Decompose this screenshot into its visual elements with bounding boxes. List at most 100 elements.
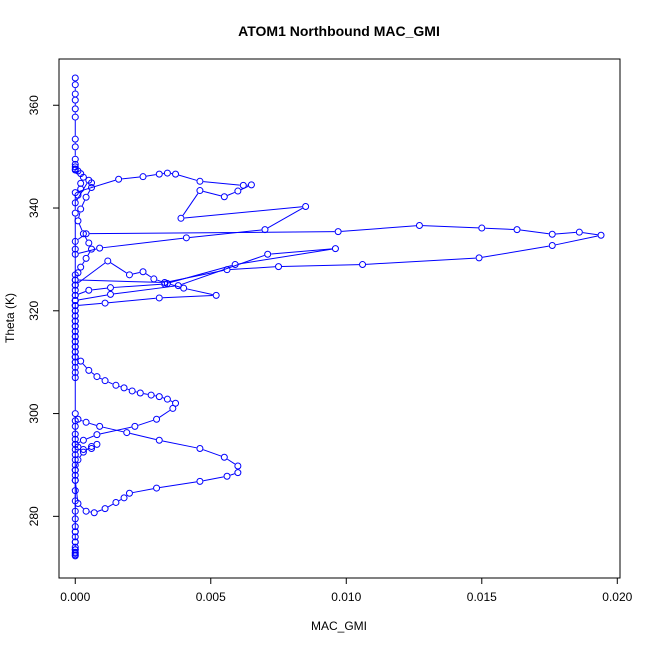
series-segment (145, 273, 152, 278)
series-segment (130, 432, 156, 440)
series-segment (75, 463, 78, 467)
data-point (475, 254, 483, 262)
data-point (71, 189, 79, 197)
data-point (264, 250, 272, 258)
data-point (71, 363, 79, 371)
data-point (302, 202, 310, 210)
data-point (77, 263, 85, 271)
data-point (71, 487, 79, 495)
series-segment (282, 264, 360, 268)
data-point (79, 446, 87, 454)
series-segment (366, 257, 476, 265)
data-point (74, 217, 82, 225)
data-point (71, 276, 79, 284)
data-point (74, 456, 82, 464)
series-segment (271, 248, 332, 255)
data-point (71, 237, 79, 245)
data-point (77, 185, 85, 193)
series-segment (189, 229, 262, 238)
data-point (234, 462, 242, 470)
data-point (478, 224, 486, 232)
data-point (155, 170, 163, 178)
data-point (82, 254, 90, 262)
series-segment (89, 231, 335, 235)
data-series (71, 74, 605, 560)
data-point (88, 442, 96, 450)
data-point (74, 443, 82, 451)
data-point (220, 193, 228, 201)
series-segment (103, 237, 183, 249)
data-point (85, 366, 93, 374)
data-point (247, 181, 255, 189)
x-axis-label: MAC_GMI (311, 619, 367, 633)
series-segment (86, 435, 94, 440)
series-segment (91, 372, 95, 375)
series-segment (87, 190, 91, 195)
data-point (71, 281, 79, 289)
series-segment (79, 454, 82, 458)
data-point (79, 436, 87, 444)
series-segment (99, 377, 103, 380)
data-point (106, 284, 114, 292)
data-point (71, 528, 79, 536)
data-point (71, 317, 79, 325)
data-point (223, 472, 231, 480)
data-point (71, 343, 79, 351)
y-tick-label: 280 (27, 506, 41, 526)
data-point (71, 113, 79, 121)
data-point (71, 286, 79, 294)
data-point (548, 242, 556, 250)
data-point (71, 291, 79, 299)
y-axis: 280 300 320 340 360 (27, 95, 60, 526)
series-segment (132, 272, 140, 275)
series-segment (78, 223, 83, 231)
series-segment (162, 295, 213, 299)
series-segment (78, 248, 97, 254)
data-point (71, 353, 79, 361)
data-point (71, 135, 79, 143)
data-point (71, 348, 79, 356)
data-point (90, 509, 98, 517)
data-point (71, 209, 79, 217)
data-point (153, 415, 161, 423)
series-segment (87, 251, 91, 256)
series-segment (203, 476, 224, 482)
data-point (155, 294, 163, 302)
series-segment (167, 264, 232, 284)
data-point (128, 387, 136, 395)
data-point (131, 422, 139, 430)
series-segment (78, 279, 162, 283)
y-tick-label: 320 (27, 300, 41, 320)
data-point (71, 250, 79, 258)
series-segment (230, 266, 276, 270)
data-point (120, 384, 128, 392)
x-tick-label: 0.020 (602, 590, 632, 604)
data-point (196, 187, 204, 195)
series-segment (184, 206, 303, 219)
data-point (101, 377, 109, 385)
series-segment (132, 488, 154, 494)
y-axis-label: Theta (K) (3, 293, 17, 343)
data-point (71, 476, 79, 484)
series-segment (159, 481, 197, 489)
data-point (93, 431, 101, 439)
y-tick-label: 360 (27, 95, 41, 115)
data-point (88, 179, 96, 187)
data-point (82, 230, 90, 238)
data-point (93, 373, 101, 381)
data-point (88, 445, 96, 453)
data-point (71, 435, 79, 443)
data-point (71, 307, 79, 315)
data-point (136, 389, 144, 397)
series-segment (203, 190, 222, 197)
data-point (88, 183, 96, 191)
data-point (334, 228, 342, 236)
x-tick-label: 0.005 (196, 590, 226, 604)
series-segment (238, 248, 333, 265)
data-point (104, 257, 112, 265)
series-segment (78, 291, 86, 295)
data-point (71, 105, 79, 113)
series-segment (582, 232, 598, 236)
data-point (172, 170, 180, 178)
